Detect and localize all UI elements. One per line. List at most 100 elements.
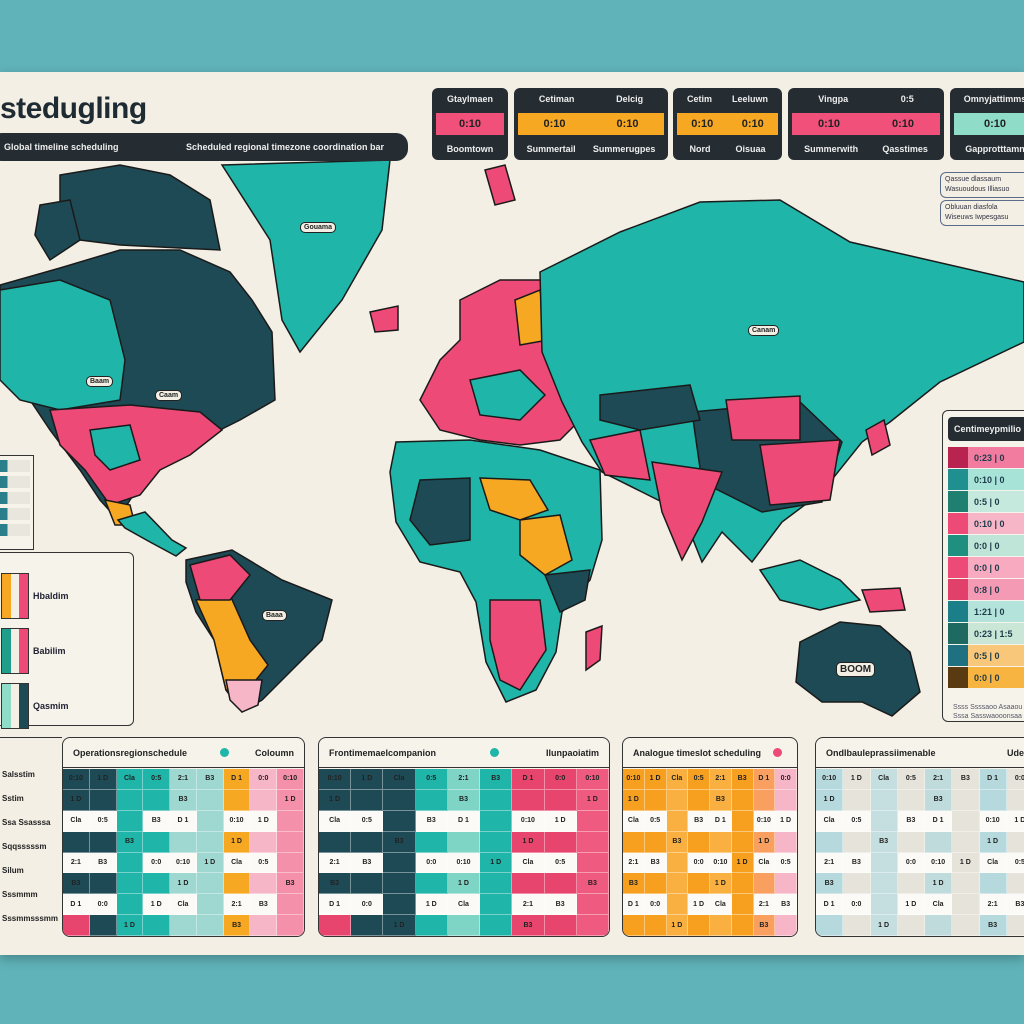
table-cell[interactable]: D 1 [63,894,90,916]
table-cell[interactable]: B3 [843,852,871,874]
table-cell[interactable] [351,915,384,936]
table-cell[interactable]: 2:1 [512,894,545,916]
table-cell[interactable] [731,810,754,832]
table-cell[interactable] [870,894,898,916]
table-cell[interactable]: 0:5 [775,852,797,874]
table-cell[interactable] [63,831,90,853]
table-cell[interactable] [870,852,898,874]
table-cell[interactable]: D 1 [623,894,645,916]
table-cell[interactable] [223,873,251,895]
table-cell[interactable] [576,810,609,832]
table-cell[interactable]: 0:5 [1006,852,1024,874]
table-cell[interactable] [250,831,278,853]
right-panel-row[interactable]: 0:10 | 0 [948,469,1024,490]
table-cell[interactable]: B3 [480,769,513,790]
table-cell[interactable]: D 1 [816,894,844,916]
table-cell[interactable]: 0:5 [544,852,577,874]
table-cell[interactable] [480,873,513,895]
table-cell[interactable] [1006,873,1024,895]
table-cell[interactable]: 2:1 [925,769,953,790]
table-cell[interactable] [870,873,898,895]
table-cell[interactable] [644,831,667,853]
schedule-card[interactable]: Cetiman Delcig 0:10 0:10 Summertail Summerugp… [514,88,668,160]
table-cell[interactable]: Cla [512,852,545,874]
table-cell[interactable]: Cla [753,852,776,874]
table-cell[interactable]: B3 [383,831,416,853]
table-cell[interactable] [843,915,871,936]
table-cell[interactable] [196,894,224,916]
table-cell[interactable]: D 1 [925,810,953,832]
table-cell[interactable]: 1 D [576,789,609,811]
table-cell[interactable] [644,789,667,811]
table-cell[interactable]: 1 D [816,789,844,811]
table-cell[interactable]: 1 D [319,789,352,811]
table-cell[interactable] [170,915,197,936]
table-cell[interactable] [666,810,689,832]
table-cell[interactable] [415,831,448,853]
table-cell[interactable] [925,831,953,853]
table-cell[interactable] [979,873,1007,895]
table-cell[interactable] [415,915,448,936]
table-cell[interactable] [383,789,416,811]
table-cell[interactable] [89,789,117,811]
table-cell[interactable] [731,789,754,811]
table-cell[interactable]: 0:10 [925,852,953,874]
table-cell[interactable]: 2:1 [710,769,732,790]
table-cell[interactable] [731,831,754,853]
table-cell[interactable]: 0:5 [644,810,667,832]
table-cell[interactable] [319,831,352,853]
right-panel-row[interactable]: 0:10 | 0 [948,513,1024,534]
right-panel-row[interactable]: 0:0 | 0 [948,667,1024,688]
table-cell[interactable]: B3 [170,789,197,811]
table-cell[interactable] [480,810,513,832]
table-cell[interactable]: 1 D [979,831,1007,853]
table-cell[interactable] [775,915,797,936]
table-cell[interactable]: B3 [666,831,689,853]
table-cell[interactable]: D 1 [512,769,545,790]
table-cell[interactable] [143,915,171,936]
table-cell[interactable] [196,789,224,811]
table-cell[interactable]: B3 [816,873,844,895]
table-cell[interactable]: 1 D [196,852,224,874]
table-cell[interactable] [952,915,980,936]
table-cell[interactable] [576,894,609,916]
table-cell[interactable] [897,873,925,895]
table-cell[interactable]: B3 [447,789,481,811]
table-cell[interactable] [544,873,577,895]
table-cell[interactable] [143,789,171,811]
table-cell[interactable]: Cla [623,810,645,832]
table-cell[interactable]: Cla [447,894,481,916]
table-cell[interactable]: D 1 [710,810,732,832]
table-cell[interactable]: 0:10 [816,769,844,790]
table-cell[interactable]: D 1 [319,894,352,916]
table-cell[interactable] [952,894,980,916]
table-cell[interactable] [688,915,710,936]
table-cell[interactable]: 1 D [250,810,278,832]
table-cell[interactable]: 1 D [63,789,90,811]
table-cell[interactable] [843,789,871,811]
table-cell[interactable]: 0:0 [644,894,667,916]
table-cell[interactable]: 0:0 [897,852,925,874]
table-cell[interactable] [897,789,925,811]
table-cell[interactable] [688,831,710,853]
table-cell[interactable] [143,831,171,853]
table-cell[interactable]: Cla [383,769,416,790]
table-cell[interactable] [480,789,513,811]
table-cell[interactable]: 0:5 [688,769,710,790]
schedule-card[interactable]: Omnyjattimms 0:10 Gapprotttamn [950,88,1024,160]
table-cell[interactable]: Cla [979,852,1007,874]
table-cell[interactable] [666,852,689,874]
table-cell[interactable]: B3 [512,915,545,936]
table-cell[interactable]: D 1 [979,769,1007,790]
table-cell[interactable]: 0:5 [89,810,117,832]
table-cell[interactable]: 0:10 [979,810,1007,832]
table-cell[interactable]: B3 [710,789,732,811]
table-cell[interactable] [447,915,481,936]
table-cell[interactable]: Cla [870,769,898,790]
table-cell[interactable] [843,873,871,895]
table-cell[interactable]: 0:10 [447,852,481,874]
table-cell[interactable]: B3 [63,873,90,895]
table-cell[interactable]: 1 D [143,894,171,916]
table-cell[interactable] [710,915,732,936]
table-cell[interactable]: Cla [666,769,689,790]
